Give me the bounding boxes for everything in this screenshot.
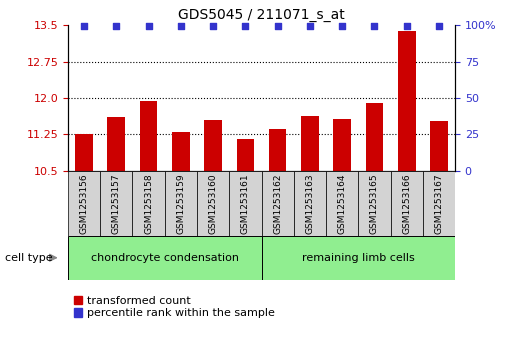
Text: GSM1253162: GSM1253162: [273, 173, 282, 233]
Bar: [391, 171, 423, 236]
Bar: [68, 236, 262, 280]
Text: GSM1253165: GSM1253165: [370, 173, 379, 234]
Text: GSM1253167: GSM1253167: [435, 173, 444, 234]
Point: [144, 23, 153, 29]
Bar: [100, 171, 132, 236]
Title: GDS5045 / 211071_s_at: GDS5045 / 211071_s_at: [178, 8, 345, 22]
Bar: [398, 31, 415, 171]
Point: [435, 23, 443, 29]
Point: [403, 23, 411, 29]
Bar: [262, 171, 294, 236]
Point: [112, 23, 120, 29]
Bar: [326, 171, 358, 236]
Bar: [262, 236, 455, 280]
Text: chondrocyte condensation: chondrocyte condensation: [91, 253, 238, 263]
Text: GSM1253161: GSM1253161: [241, 173, 250, 234]
Point: [209, 23, 218, 29]
Bar: [140, 101, 157, 171]
Point: [338, 23, 346, 29]
Text: cell type: cell type: [5, 253, 53, 263]
Bar: [165, 171, 197, 236]
Bar: [430, 121, 448, 171]
Bar: [333, 119, 351, 171]
Text: GSM1253166: GSM1253166: [402, 173, 411, 234]
Text: GSM1253157: GSM1253157: [112, 173, 121, 234]
Bar: [301, 117, 319, 171]
Point: [370, 23, 379, 29]
Text: GSM1253163: GSM1253163: [305, 173, 314, 234]
Text: GSM1253164: GSM1253164: [338, 173, 347, 233]
Text: GSM1253158: GSM1253158: [144, 173, 153, 234]
Bar: [204, 120, 222, 171]
Bar: [75, 134, 93, 171]
Bar: [132, 171, 165, 236]
Point: [177, 23, 185, 29]
Point: [80, 23, 88, 29]
Bar: [358, 171, 391, 236]
Text: GSM1253159: GSM1253159: [176, 173, 185, 234]
Text: remaining limb cells: remaining limb cells: [302, 253, 415, 263]
Point: [274, 23, 282, 29]
Point: [305, 23, 314, 29]
Bar: [172, 132, 190, 171]
Legend: transformed count, percentile rank within the sample: transformed count, percentile rank withi…: [74, 296, 275, 318]
Bar: [294, 171, 326, 236]
Bar: [366, 103, 383, 171]
Bar: [197, 171, 229, 236]
Point: [241, 23, 249, 29]
Bar: [236, 139, 254, 171]
Text: GSM1253160: GSM1253160: [209, 173, 218, 234]
Bar: [108, 117, 125, 171]
Text: GSM1253156: GSM1253156: [79, 173, 88, 234]
Bar: [269, 130, 287, 171]
Bar: [68, 171, 100, 236]
Bar: [423, 171, 455, 236]
Bar: [229, 171, 262, 236]
